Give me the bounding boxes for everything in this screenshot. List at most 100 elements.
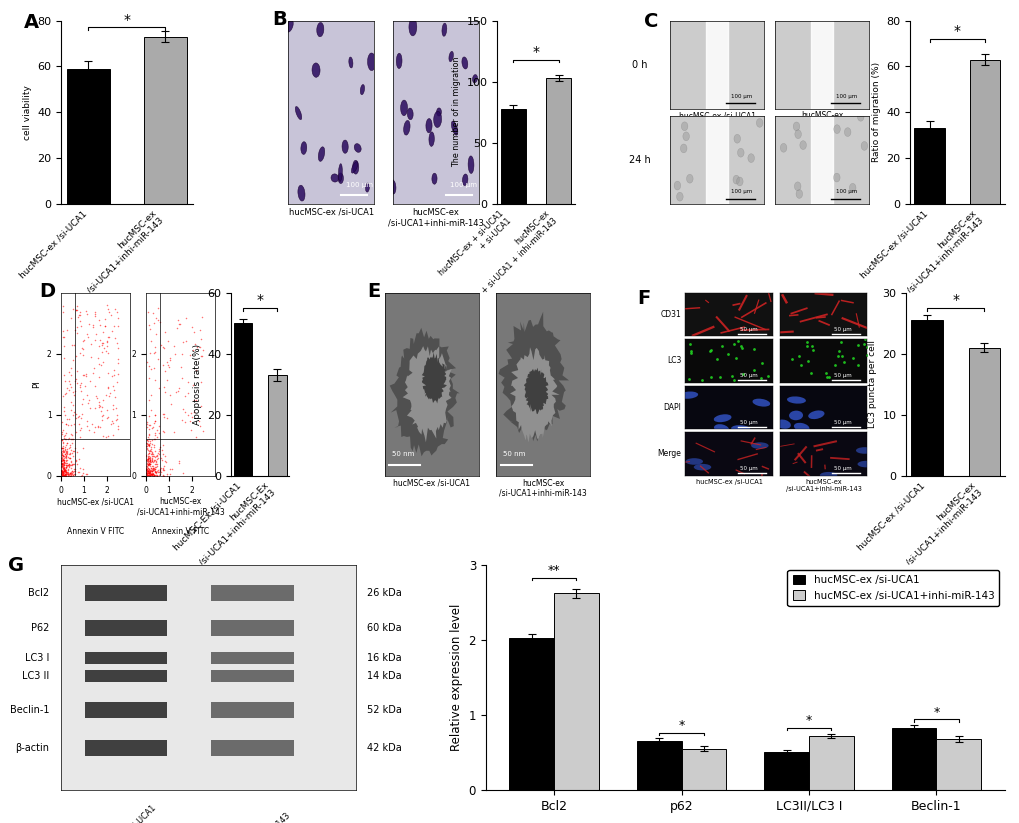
Point <box>139 467 155 480</box>
Point <box>173 360 190 374</box>
Point <box>59 457 75 470</box>
Ellipse shape <box>780 143 786 152</box>
Point <box>139 461 155 474</box>
Point <box>61 451 77 464</box>
Point <box>63 466 79 479</box>
Point <box>69 300 86 313</box>
Y-axis label: Merge: Merge <box>656 449 681 458</box>
Bar <box>681 749 726 790</box>
Point <box>148 465 164 478</box>
Point <box>90 420 106 433</box>
Point <box>53 467 69 480</box>
Text: 50 μm: 50 μm <box>834 466 851 471</box>
Point <box>68 425 85 438</box>
Point <box>53 447 69 460</box>
Point <box>139 468 155 481</box>
Point <box>78 467 95 481</box>
Point <box>139 469 155 482</box>
Point <box>57 467 73 481</box>
Point <box>144 465 160 478</box>
Point <box>54 448 70 461</box>
Point <box>62 469 78 482</box>
Point <box>54 468 70 481</box>
Point <box>63 380 79 393</box>
Point <box>850 338 866 351</box>
Point <box>142 451 158 464</box>
Point <box>727 351 743 365</box>
Point <box>71 309 88 322</box>
Text: β-actin: β-actin <box>15 743 49 753</box>
Ellipse shape <box>448 51 453 62</box>
Ellipse shape <box>462 57 468 69</box>
Point <box>162 352 178 365</box>
Point <box>155 463 171 477</box>
Point <box>58 466 74 479</box>
Point <box>53 452 69 465</box>
Point <box>146 441 162 454</box>
Point <box>148 466 164 479</box>
Ellipse shape <box>348 57 353 68</box>
Point <box>187 430 204 444</box>
Bar <box>211 702 293 718</box>
Point <box>57 447 73 460</box>
Point <box>54 457 70 470</box>
Point <box>192 340 208 353</box>
Point <box>58 387 74 400</box>
Bar <box>211 670 293 682</box>
Point <box>152 463 168 476</box>
Point <box>154 461 170 474</box>
Point <box>141 433 157 446</box>
Point <box>145 467 161 481</box>
Point <box>149 301 165 314</box>
Point <box>147 468 163 481</box>
Point <box>142 453 158 467</box>
Point <box>53 441 69 454</box>
Point <box>64 428 81 441</box>
Point <box>110 423 126 436</box>
Point <box>147 458 163 471</box>
Point <box>99 340 115 353</box>
Point <box>54 433 70 446</box>
Point <box>56 468 72 481</box>
Ellipse shape <box>799 141 806 150</box>
Point <box>152 463 168 477</box>
Point <box>155 468 171 481</box>
Point <box>58 449 74 463</box>
Point <box>147 450 163 463</box>
Ellipse shape <box>680 144 687 153</box>
Point <box>142 468 158 481</box>
Point <box>66 467 83 481</box>
Point <box>94 346 110 359</box>
Point <box>56 457 72 470</box>
Ellipse shape <box>833 173 840 182</box>
Point <box>139 456 155 469</box>
Point <box>155 448 171 461</box>
Point <box>55 462 71 475</box>
Text: B: B <box>272 10 287 29</box>
Point <box>162 467 178 481</box>
Point <box>61 431 77 444</box>
Point <box>836 355 852 368</box>
Point <box>60 384 76 397</box>
Point <box>833 349 849 362</box>
Point <box>73 342 90 355</box>
Point <box>99 336 115 349</box>
Point <box>142 469 158 482</box>
Point <box>142 444 158 458</box>
Bar <box>545 78 571 204</box>
Text: 50 μm: 50 μm <box>739 466 756 471</box>
Text: 50 μm: 50 μm <box>739 327 756 332</box>
Point <box>99 334 115 347</box>
Point <box>88 309 104 323</box>
Point <box>103 309 119 322</box>
Point <box>145 463 161 477</box>
Point <box>141 457 157 470</box>
Point <box>138 437 154 450</box>
Ellipse shape <box>747 154 754 162</box>
Point <box>55 449 71 463</box>
Text: 100 μm: 100 μm <box>345 183 372 188</box>
Point <box>54 444 70 458</box>
Point <box>148 449 164 462</box>
Point <box>140 450 156 463</box>
Ellipse shape <box>681 122 687 131</box>
